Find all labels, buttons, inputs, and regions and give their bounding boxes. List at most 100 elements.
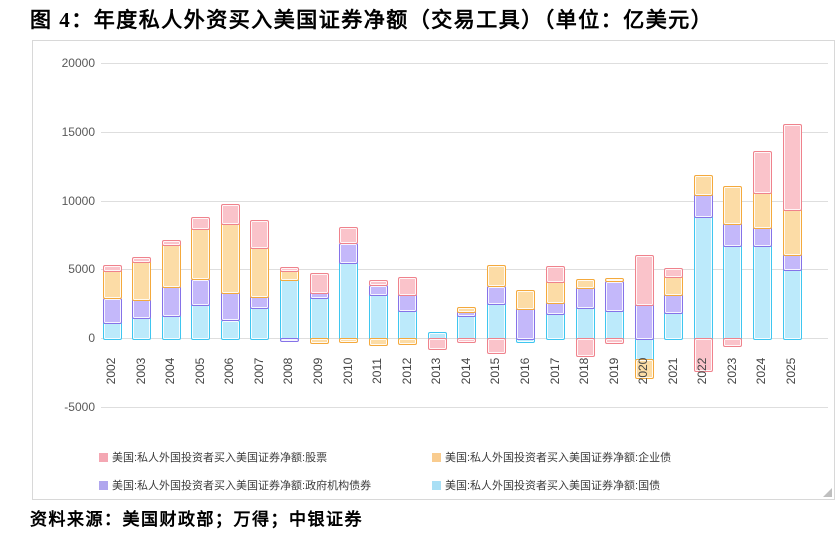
bar-segment-2011-treasury	[368, 294, 388, 340]
bar-segment-2025-treasury	[782, 269, 802, 340]
bar-segment-2021-corporate	[664, 275, 684, 297]
bar-segment-2010-corporate	[339, 338, 358, 344]
bar-segment-2004-corporate	[161, 244, 181, 289]
bar-segment-2022-agency	[693, 194, 713, 219]
legend-label-agency: 美国:私人外国投资者买入美国证券净额:政府机构债券	[112, 480, 372, 492]
bar-segment-2009-treasury	[309, 296, 329, 340]
legend-swatch-treasury	[432, 480, 441, 490]
bar-segment-2018-stocks	[575, 338, 595, 358]
bar-segment-2011-agency	[368, 284, 388, 297]
bar-segment-2008-treasury	[279, 278, 299, 340]
bar-segment-2025-stocks	[782, 123, 802, 212]
bar-segment-2005-agency	[191, 278, 211, 307]
bar-segment-2006-treasury	[220, 319, 240, 340]
legend-swatch-agency	[99, 480, 108, 490]
legend-label-treasury: 美国:私人外国投资者买入美国证券净额:国债	[445, 480, 661, 492]
y-tick-label: 5000	[68, 262, 95, 277]
bar-segment-2012-corporate	[398, 338, 418, 346]
bar-segment-2011-stocks	[368, 280, 388, 287]
gridline--5000	[101, 406, 828, 408]
bar-segment-2003-corporate	[132, 260, 152, 301]
bar-segment-2005-treasury	[191, 304, 211, 340]
bar-segment-2018-treasury	[575, 307, 595, 340]
chart-container: 20000 15000 10000 5000 0 -5000 2002 2003 2004 200…	[32, 40, 835, 500]
x-tick-label-2025: 2025	[784, 357, 798, 385]
bar-segment-2007-treasury	[250, 307, 270, 340]
bar-segment-2019-treasury	[605, 310, 625, 340]
bar-segment-2020-corporate	[634, 359, 654, 380]
bar-segment-2006-corporate	[220, 223, 240, 295]
bar-segment-2016-corporate	[516, 289, 536, 311]
bar-segment-2018-corporate	[575, 278, 595, 289]
bar-segment-2016-agency	[516, 308, 536, 340]
bar-segment-2024-treasury	[752, 245, 772, 340]
bar-segment-2018-agency	[575, 286, 595, 310]
bar-segment-2003-stocks	[132, 256, 152, 263]
source-note: 资料来源：美国财政部；万得；中银证券	[30, 510, 363, 529]
resize-grip-icon[interactable]	[823, 488, 832, 497]
bar-segment-2025-corporate	[782, 209, 802, 257]
bar-segment-2017-agency	[546, 302, 565, 316]
bar-segment-2023-stocks	[723, 338, 743, 347]
bar-segment-2012-treasury	[398, 310, 418, 340]
bar-segment-2009-stocks	[309, 272, 329, 295]
y-tick-label: -5000	[64, 399, 95, 414]
gridline-15000	[101, 131, 828, 133]
bar-segment-2020-stocks	[634, 254, 654, 306]
bar-segment-2002-agency	[102, 297, 122, 324]
bar-segment-2017-corporate	[546, 280, 565, 304]
bar-segment-2007-corporate	[250, 246, 270, 298]
bar-segment-2003-agency	[132, 298, 152, 320]
bar-segment-2011-corporate	[368, 338, 388, 346]
bar-segment-2012-stocks	[398, 277, 418, 296]
gridline-20000	[101, 63, 828, 65]
bar-segment-2015-stocks	[486, 338, 506, 355]
bar-segment-2014-corporate	[457, 306, 477, 313]
bar-segment-2013-stocks	[427, 338, 447, 350]
bar-segment-2010-treasury	[339, 262, 358, 340]
bar-segment-2015-corporate	[486, 264, 506, 288]
bar-segment-2015-treasury	[486, 303, 506, 340]
bar-segment-2004-treasury	[161, 315, 181, 340]
bar-segment-2009-corporate	[309, 338, 329, 345]
bar-segment-2003-treasury	[132, 317, 152, 340]
bar-segment-2021-agency	[664, 294, 684, 315]
legend-item-agency: 美国:私人外国投资者买入美国证券净额:政府机构债券	[99, 477, 371, 493]
bar-segment-2008-stocks	[279, 266, 299, 273]
y-tick-label: 20000	[61, 56, 95, 71]
chart-title: 图 4：年度私人外资买入美国证券净额（交易工具）（单位：亿美元）	[30, 8, 714, 32]
legend-item-corporate: 美国:私人外国投资者买入美国证券净额:企业债	[432, 449, 671, 465]
bar-segment-2005-corporate	[191, 228, 211, 281]
bar-segment-2023-corporate	[723, 186, 743, 226]
legend-label-stocks: 美国:私人外国投资者买入美国证券净额:股票	[112, 452, 328, 464]
y-tick-label: 0	[88, 331, 95, 345]
bar-segment-2006-agency	[220, 292, 240, 322]
bar-segment-2015-agency	[486, 285, 506, 306]
gridline-5000	[101, 269, 828, 271]
bar-segment-2007-agency	[250, 295, 270, 310]
bar-segment-2021-stocks	[664, 267, 684, 278]
bar-segment-2017-treasury	[546, 313, 565, 340]
bar-segment-2025-agency	[782, 254, 802, 272]
bar-segment-2010-stocks	[339, 227, 358, 245]
y-tick-label: 15000	[61, 124, 95, 139]
bar-segment-2008-agency	[279, 338, 299, 342]
bar-segment-2019-stocks	[605, 338, 625, 345]
bar-segment-2014-stocks	[457, 338, 477, 344]
bar-segment-2012-agency	[398, 294, 418, 312]
bar-segment-2017-stocks	[546, 266, 565, 283]
bar-segment-2023-agency	[723, 223, 743, 248]
legend-item-treasury: 美国:私人外国投资者买入美国证券净额:国债	[432, 477, 660, 493]
legend-swatch-corporate	[432, 452, 441, 462]
bar-segment-2020-agency	[634, 303, 654, 340]
bar-segment-2002-corporate	[102, 270, 122, 300]
bar-segment-2005-stocks	[191, 217, 211, 231]
bar-segment-2019-agency	[605, 280, 625, 312]
gridline-10000	[101, 200, 828, 202]
bar-segment-2002-treasury	[102, 321, 122, 340]
bar-segment-2014-treasury	[457, 315, 477, 340]
bar-segment-2004-agency	[161, 286, 181, 317]
bar-segment-2024-agency	[752, 226, 772, 248]
bar-segment-2004-stocks	[161, 239, 181, 246]
y-tick-label: 10000	[61, 193, 95, 208]
